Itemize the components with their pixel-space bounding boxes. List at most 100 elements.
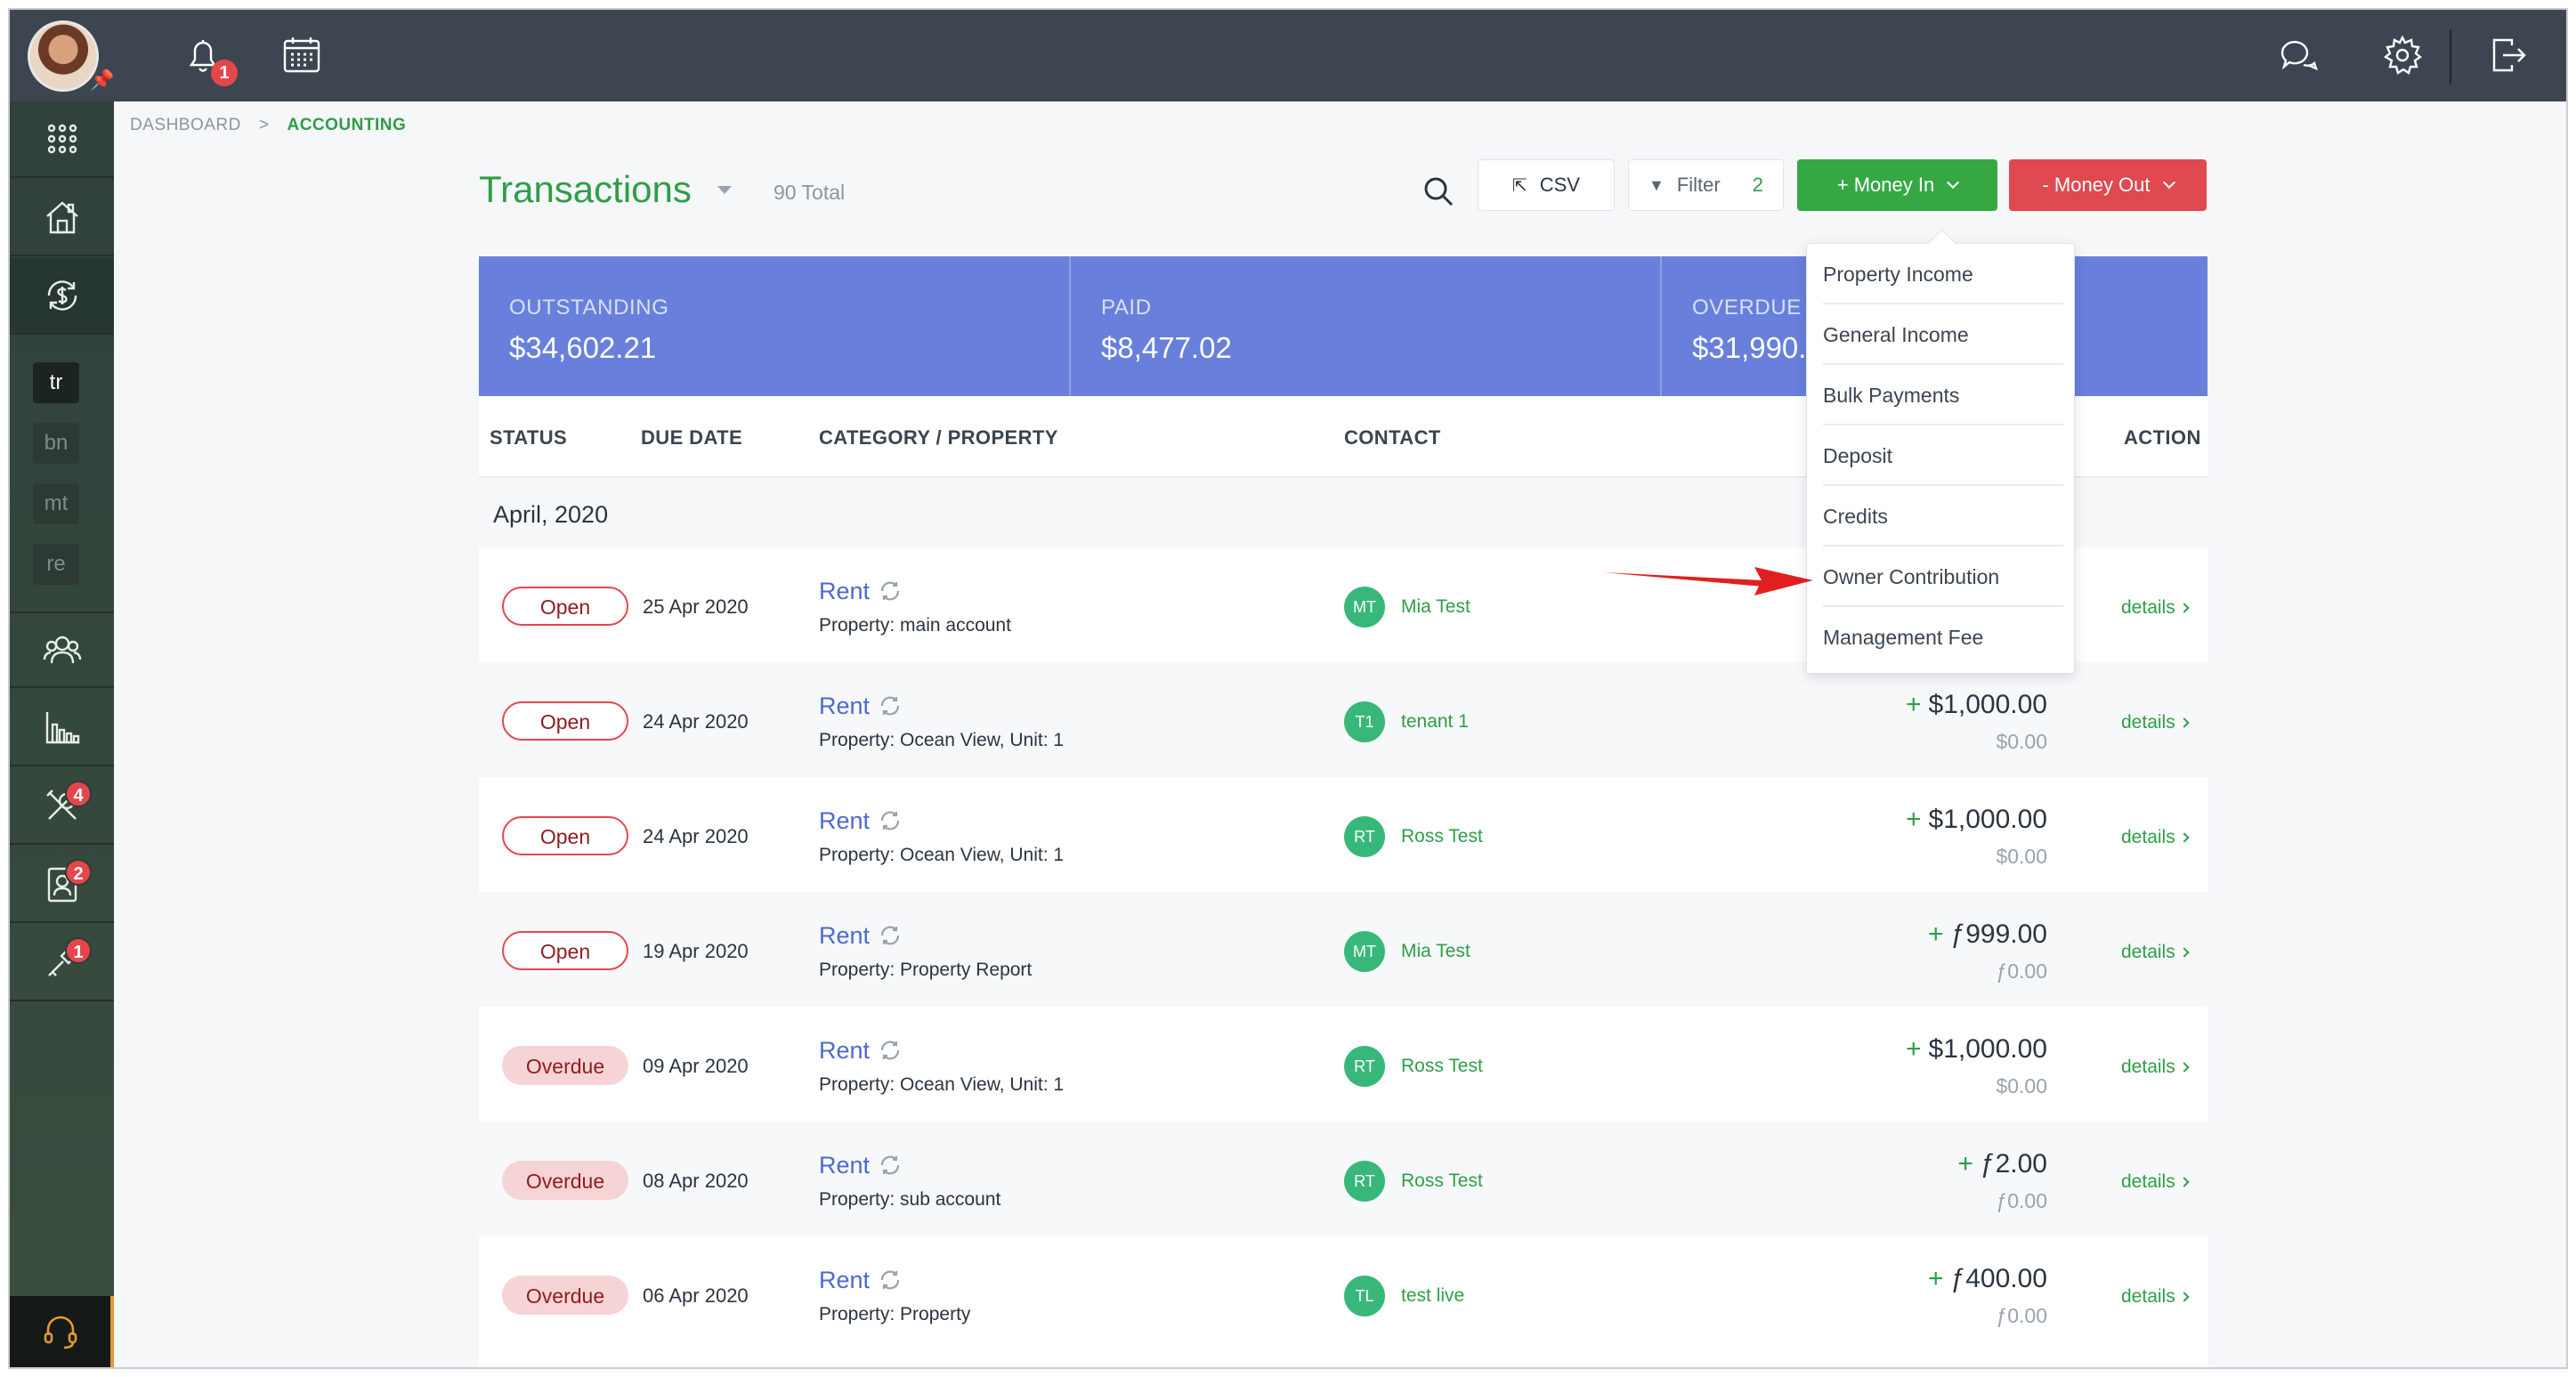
contact-avatar: T1: [1344, 701, 1385, 742]
table-row[interactable]: Overdue 09 Apr 2020 Rent Property: Ocean…: [479, 1007, 2207, 1122]
search-icon[interactable]: [1421, 174, 1456, 209]
property-label: Property: Property Report: [819, 960, 1033, 980]
money-out-button[interactable]: - Money Out: [2009, 159, 2207, 211]
menu-item-owner-contribution[interactable]: Owner Contribution: [1823, 547, 2063, 607]
menu-item-property-income[interactable]: Property Income: [1823, 244, 2063, 304]
menu-item-bulk-payments[interactable]: Bulk Payments: [1823, 365, 2063, 425]
contact-avatar: MT: [1344, 587, 1385, 628]
details-label: details: [2121, 597, 2175, 618]
home-icon[interactable]: [10, 180, 114, 256]
amount-label: ƒ2.00: [1980, 1149, 2047, 1179]
calendar-icon[interactable]: [279, 33, 324, 77]
money-in-button[interactable]: + Money In: [1797, 159, 1997, 211]
gear-icon[interactable]: [2380, 33, 2425, 77]
column-header-contact[interactable]: CONTACT: [1344, 426, 1441, 449]
menu-item-deposit[interactable]: Deposit: [1823, 425, 2063, 486]
chevron-right-icon: [2179, 832, 2190, 843]
sidebar-tag-tr[interactable]: tr: [33, 362, 79, 403]
details-link[interactable]: details: [2121, 1057, 2190, 1078]
breadcrumb: DASHBOARD > ACCOUNTING: [130, 116, 406, 135]
accounting-icon[interactable]: [10, 258, 114, 335]
category-link[interactable]: Rent: [819, 922, 902, 950]
amount-value: + $1,000.00: [1906, 805, 2047, 835]
overdue-label: OVERDUE: [1692, 296, 1802, 320]
property-label: Property: Property: [819, 1304, 971, 1324]
table-row[interactable]: Open 25 Apr 2020 Rent Property: main acc…: [479, 547, 2207, 662]
apps-grid-icon[interactable]: [10, 101, 114, 178]
outstanding-label: OUTSTANDING: [509, 296, 669, 320]
due-date: 19 Apr 2020: [643, 940, 749, 962]
status-badge: Open: [502, 587, 628, 626]
category-label: Rent: [819, 1267, 871, 1293]
csv-export-button[interactable]: ⇱ CSV: [1478, 159, 1615, 211]
avatar[interactable]: [28, 20, 99, 92]
details-label: details: [2121, 942, 2175, 962]
category-link[interactable]: Rent: [819, 1152, 902, 1179]
details-link[interactable]: details: [2121, 597, 2190, 619]
category-link[interactable]: Rent: [819, 578, 902, 605]
category-link[interactable]: Rent: [819, 1037, 902, 1065]
menu-item-general-income[interactable]: General Income: [1823, 304, 2063, 365]
table-row[interactable]: Overdue 08 Apr 2020 Rent Property: sub a…: [479, 1122, 2207, 1236]
app-window: 📌 tr bn mt re 4 2 1: [8, 8, 2568, 1369]
menu-item-credits[interactable]: Credits: [1823, 486, 2063, 547]
recurring-icon: [879, 694, 902, 717]
column-header-category[interactable]: CATEGORY / PROPERTY: [819, 426, 1058, 449]
contact-avatar: RT: [1344, 1161, 1385, 1202]
contact-link[interactable]: Ross Test: [1401, 826, 1483, 846]
category-link[interactable]: Rent: [819, 807, 902, 835]
category-link[interactable]: Rent: [819, 1267, 902, 1294]
amount-label: $1,000.00: [1928, 690, 2047, 719]
summary-paid[interactable]: PAID $8,477.02: [1071, 256, 1662, 396]
contact-avatar: TL: [1344, 1276, 1385, 1316]
filter-label: Filter: [1676, 174, 1721, 196]
top-header: 1: [114, 10, 2566, 101]
contact-link[interactable]: test live: [1401, 1285, 1465, 1306]
amount-value: + $1,000.00: [1906, 1034, 2047, 1065]
contact-link[interactable]: Ross Test: [1401, 1170, 1483, 1191]
reports-icon[interactable]: [10, 690, 114, 766]
header-divider: [2450, 29, 2451, 85]
column-header-due-date[interactable]: DUE DATE: [641, 426, 743, 449]
table-row[interactable]: Open 19 Apr 2020 Rent Property: Property…: [479, 892, 2207, 1007]
details-link[interactable]: details: [2121, 712, 2190, 733]
table-row[interactable]: Overdue 06 Apr 2020 Rent Property: Prope…: [479, 1236, 2207, 1351]
contacts-icon[interactable]: 2: [10, 846, 114, 923]
chat-icon[interactable]: [2277, 33, 2321, 77]
details-link[interactable]: details: [2121, 827, 2190, 848]
contact-link[interactable]: Mia Test: [1401, 941, 1470, 961]
pin-icon[interactable]: 📌: [90, 69, 115, 91]
chevron-right-icon: [2179, 603, 2190, 613]
column-header-status[interactable]: STATUS: [490, 426, 568, 449]
recurring-icon: [879, 924, 902, 947]
sidebar-tag-re[interactable]: re: [33, 544, 79, 585]
breadcrumb-dashboard[interactable]: DASHBOARD: [130, 116, 241, 134]
category-link[interactable]: Rent: [819, 693, 902, 720]
bell-icon[interactable]: 1: [181, 33, 238, 86]
contact-link[interactable]: Ross Test: [1401, 1056, 1483, 1076]
summary-outstanding[interactable]: OUTSTANDING $34,602.21: [479, 256, 1071, 396]
people-icon[interactable]: [10, 612, 114, 688]
sidebar-tag-mt[interactable]: mt: [33, 483, 79, 524]
title-dropdown-icon[interactable]: [717, 186, 732, 194]
contact-link[interactable]: Mia Test: [1401, 596, 1470, 617]
contact-avatar: MT: [1344, 931, 1385, 972]
sidebar-tag-bn[interactable]: bn: [33, 423, 79, 464]
table-row[interactable]: Open 24 Apr 2020 Rent Property: Ocean Vi…: [479, 777, 2207, 892]
amount-label: $1,000.00: [1928, 805, 2047, 834]
category-label: Rent: [819, 1037, 871, 1064]
maintenance-icon[interactable]: 4: [10, 768, 114, 845]
logout-icon[interactable]: [2485, 33, 2530, 77]
contact-avatar: RT: [1344, 816, 1385, 857]
filter-button[interactable]: ▼ Filter 2: [1628, 159, 1784, 211]
amount-paid: $0.00: [1996, 845, 2047, 868]
details-link[interactable]: details: [2121, 1286, 2190, 1308]
headset-icon[interactable]: [10, 1296, 114, 1367]
details-link[interactable]: details: [2121, 1171, 2190, 1193]
details-link[interactable]: details: [2121, 942, 2190, 963]
page-title[interactable]: Transactions: [479, 168, 692, 210]
tools-icon[interactable]: 1: [10, 925, 114, 1001]
table-row[interactable]: Open 24 Apr 2020 Rent Property: Ocean Vi…: [479, 662, 2207, 777]
menu-item-management-fee[interactable]: Management Fee: [1823, 626, 1984, 649]
contact-link[interactable]: tenant 1: [1401, 711, 1469, 732]
